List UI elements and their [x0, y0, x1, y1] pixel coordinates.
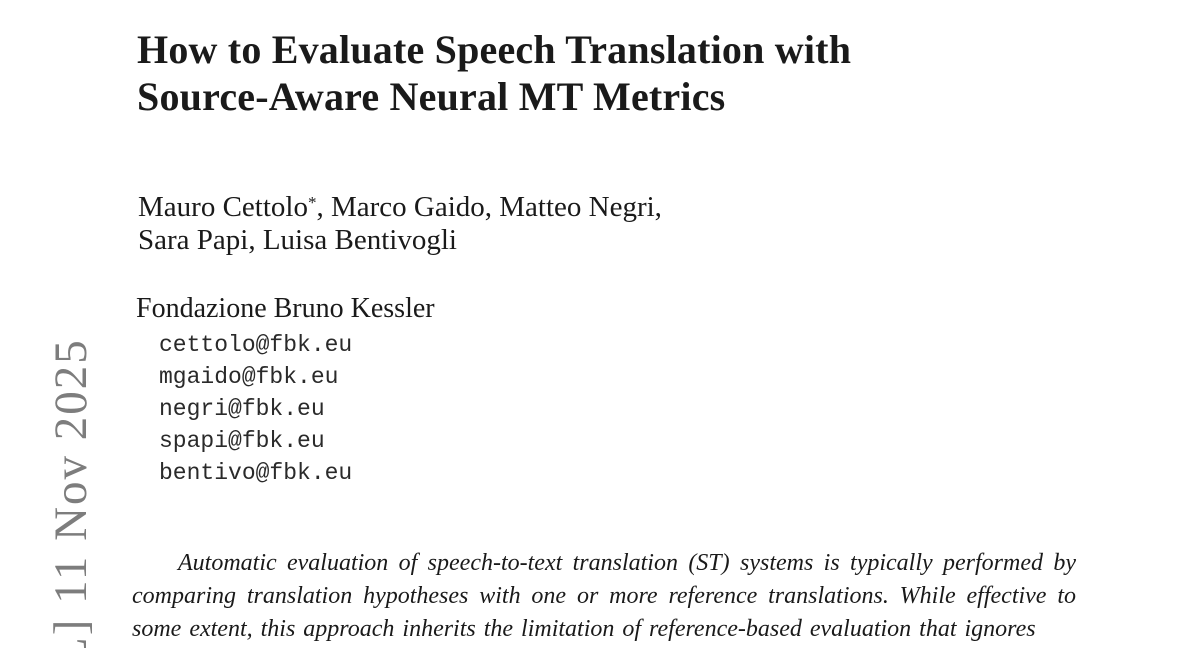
email-address: negri@fbk.eu — [159, 396, 325, 422]
footnote-asterisk: * — [307, 193, 317, 213]
author-name-cettolo: Mauro Cettolo — [138, 191, 308, 223]
paper-title: How to Evaluate Speech Translation with … — [137, 26, 851, 120]
arxiv-date-stamp: L] 11 Nov 2025 — [45, 338, 97, 648]
email-address: bentivo@fbk.eu — [159, 460, 353, 486]
author-names-rest: , Marco Gaido, Matteo Negri, — [316, 191, 662, 223]
author-line-1: Mauro Cettolo*, Marco Gaido, Matteo Negr… — [138, 191, 662, 224]
paper-title-line2: Source-Aware Neural MT Metrics — [137, 74, 726, 119]
paper-title-line1: How to Evaluate Speech Translation with — [137, 27, 852, 72]
email-address: spapi@fbk.eu — [159, 428, 325, 454]
affiliation: Fondazione Bruno Kessler — [136, 293, 435, 324]
author-list: Mauro Cettolo*, Marco Gaido, Matteo Negr… — [138, 191, 662, 257]
abstract-paragraph: Automatic evaluation of speech-to-text t… — [132, 550, 1076, 642]
email-list: cettolo@fbk.eu mgaido@fbk.eu negri@fbk.e… — [159, 329, 352, 489]
email-address: cettolo@fbk.eu — [159, 332, 353, 358]
email-address: mgaido@fbk.eu — [159, 364, 339, 390]
author-line-2: Sara Papi, Luisa Bentivogli — [138, 224, 457, 256]
